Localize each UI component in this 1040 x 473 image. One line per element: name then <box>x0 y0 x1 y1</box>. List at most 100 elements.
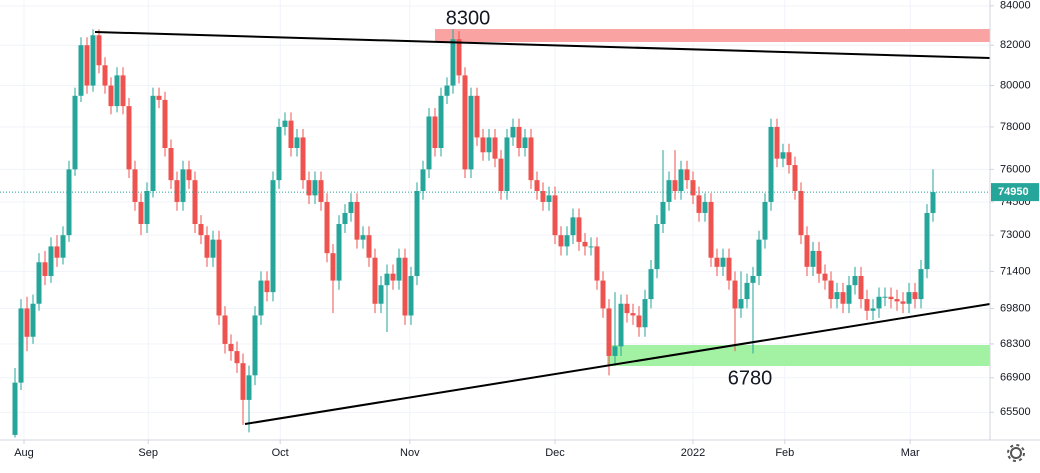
candle-body <box>534 180 540 192</box>
candle-body <box>474 95 480 138</box>
candle-body <box>468 95 474 170</box>
candle-body <box>744 282 750 300</box>
candle-body <box>654 224 660 270</box>
candle-body <box>546 195 552 202</box>
candle-body <box>564 235 570 247</box>
candle-body <box>228 343 234 352</box>
candle-body <box>420 169 426 192</box>
candle-body <box>636 315 642 328</box>
candle-body <box>408 275 414 316</box>
candle-body <box>648 269 654 300</box>
candle-body <box>78 45 84 96</box>
y-tick-label: 82000 <box>1000 39 1031 51</box>
settings-icon[interactable] <box>1007 444 1025 462</box>
candle-body <box>318 180 324 202</box>
candle-body <box>432 116 438 149</box>
candle-body <box>798 191 804 236</box>
y-tick-label: 65500 <box>1000 406 1031 418</box>
candle-body <box>906 292 912 304</box>
candle-body <box>786 152 792 166</box>
candle-body <box>846 285 852 304</box>
candle-body <box>690 180 696 196</box>
candle-body <box>66 169 72 236</box>
candle-body <box>852 275 858 286</box>
last-price-box <box>991 183 1039 202</box>
candle-body <box>858 275 864 300</box>
x-tick-label: Dec <box>545 447 565 459</box>
candle-body <box>162 99 168 149</box>
candle-body <box>822 273 828 281</box>
candle-body <box>114 75 120 107</box>
y-tick-label: 76000 <box>1000 163 1031 175</box>
candle-body <box>510 126 516 138</box>
candle-body <box>234 351 240 364</box>
candle-body <box>552 195 558 236</box>
candle-body <box>624 303 630 314</box>
candle-body <box>48 246 54 276</box>
candle-body <box>90 35 96 86</box>
candles <box>12 29 936 438</box>
candle-body <box>816 250 822 274</box>
candle-body <box>30 303 36 337</box>
candle-body <box>894 299 900 302</box>
candle-body <box>174 180 180 202</box>
candle-body <box>132 169 138 202</box>
candle-body <box>336 224 342 281</box>
candle-body <box>42 262 48 276</box>
candle-body <box>450 39 456 86</box>
candle-body <box>900 301 906 304</box>
candle-body <box>810 250 816 267</box>
y-tick-label: 71400 <box>1000 265 1031 277</box>
candle-body <box>558 235 564 247</box>
candle-body <box>630 313 636 316</box>
y-tick-label: 68300 <box>1000 338 1031 350</box>
candle-body <box>714 257 720 267</box>
x-tick-label: Nov <box>400 447 420 459</box>
candle-body <box>876 296 882 309</box>
candle-body <box>912 292 918 300</box>
candle-body <box>156 95 162 100</box>
candle-body <box>378 285 384 304</box>
axes: 8400082000800007800076000745007300071400… <box>0 0 1039 459</box>
candle-body <box>612 346 618 356</box>
candle-body <box>516 126 522 149</box>
x-tick-label: Mar <box>901 447 920 459</box>
candle-body <box>918 269 924 300</box>
candle-body <box>210 239 216 258</box>
candle-body <box>756 239 762 276</box>
candle-body <box>540 191 546 202</box>
candle-body <box>390 273 396 281</box>
candle-body <box>618 303 624 347</box>
candle-body <box>732 280 738 309</box>
candle-body <box>870 308 876 311</box>
x-tick-label: Aug <box>14 447 34 459</box>
candle-body <box>684 169 690 181</box>
candle-body <box>504 137 510 192</box>
candle-body <box>198 224 204 236</box>
candle-body <box>396 257 402 281</box>
candle-body <box>108 85 114 107</box>
candle-body <box>186 169 192 181</box>
candle-body <box>366 235 372 258</box>
candle-body <box>264 280 270 293</box>
candle-body <box>348 201 354 213</box>
candle-body <box>216 239 222 316</box>
candle-body <box>402 257 408 316</box>
candle-body <box>642 299 648 328</box>
annotation: 6780 <box>728 367 773 389</box>
candle-body <box>840 292 846 304</box>
candle-body <box>882 296 888 298</box>
candle-body <box>486 137 492 153</box>
candle-body <box>522 137 528 149</box>
y-tick-label: 84000 <box>1000 0 1031 12</box>
annotation: 8300 <box>446 7 491 29</box>
candle-body <box>750 275 756 283</box>
candle-body <box>18 308 24 383</box>
candle-body <box>528 137 534 181</box>
x-tick-label: Feb <box>775 447 794 459</box>
candle-body <box>288 120 294 149</box>
candle-body <box>360 235 366 240</box>
candle-body <box>438 95 444 149</box>
candle-body <box>864 299 870 311</box>
